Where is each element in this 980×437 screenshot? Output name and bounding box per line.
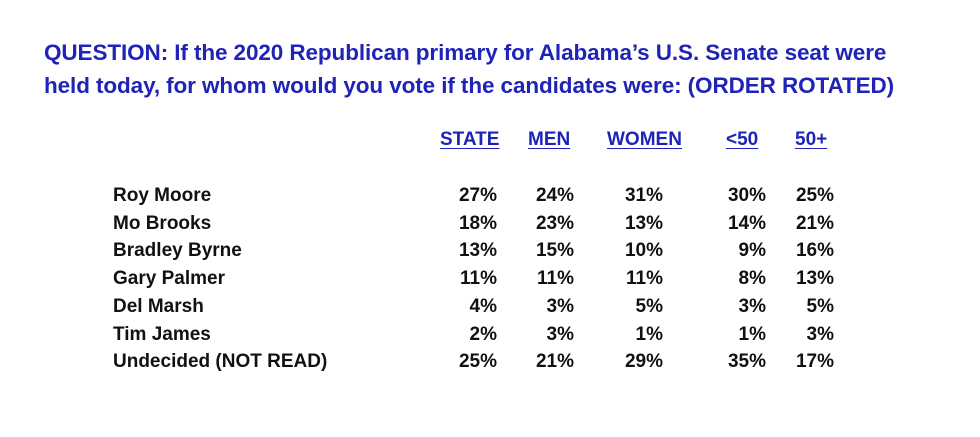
table-cell: 13% <box>795 268 834 289</box>
table-cell: 3% <box>546 296 574 317</box>
table-cell: 35% <box>727 351 766 372</box>
table-cell: 11% <box>537 268 574 289</box>
table-cell: 1% <box>738 324 766 345</box>
table-cell: 21% <box>535 351 574 372</box>
candidate-label: Bradley Byrne <box>113 240 242 261</box>
table-cell: 31% <box>624 185 663 206</box>
table-cell: 9% <box>738 240 766 261</box>
candidate-label: Del Marsh <box>113 296 204 317</box>
table-cell: 3% <box>806 324 834 345</box>
table-cell: 17% <box>795 351 834 372</box>
table-cell: 13% <box>458 240 497 261</box>
candidate-label: Gary Palmer <box>113 268 225 289</box>
table-cell: 4% <box>469 296 497 317</box>
table-cell: 3% <box>738 296 766 317</box>
table-cell: 11% <box>460 268 497 289</box>
column-header: 50+ <box>795 129 828 150</box>
table-cell: 21% <box>795 213 834 234</box>
table-cell: 15% <box>535 240 574 261</box>
candidate-label: Tim James <box>113 324 211 345</box>
question-heading: QUESTION: If the 2020 Republican primary… <box>44 36 964 102</box>
table-cell: 30% <box>727 185 766 206</box>
question-line-1: QUESTION: If the 2020 Republican primary… <box>44 40 887 65</box>
candidate-label: Mo Brooks <box>113 213 212 234</box>
table-cell: 10% <box>624 240 663 261</box>
candidate-label: Undecided (NOT READ) <box>113 351 328 372</box>
column-header: MEN <box>528 129 571 150</box>
table-cell: 5% <box>635 296 663 317</box>
table-cell: 13% <box>624 213 663 234</box>
table-cell: 11% <box>626 268 663 289</box>
table-cell: 27% <box>458 185 497 206</box>
column-header: STATE <box>440 129 500 150</box>
column-header: <50 <box>726 129 759 150</box>
table-cell: 5% <box>806 296 834 317</box>
question-line-2: held today, for whom would you vote if t… <box>44 73 895 98</box>
table-cell: 25% <box>795 185 834 206</box>
table-cell: 25% <box>458 351 497 372</box>
table-cell: 3% <box>546 324 574 345</box>
table-cell: 8% <box>738 268 766 289</box>
table-cell: 14% <box>727 213 766 234</box>
table-cell: 2% <box>469 324 497 345</box>
column-header: WOMEN <box>607 129 682 150</box>
table-cell: 23% <box>535 213 574 234</box>
table-cell: 24% <box>535 185 574 206</box>
candidate-label: Roy Moore <box>113 185 212 206</box>
table-cell: 16% <box>795 240 834 261</box>
table-cell: 29% <box>624 351 663 372</box>
table-cell: 18% <box>458 213 497 234</box>
table-cell: 1% <box>635 324 663 345</box>
